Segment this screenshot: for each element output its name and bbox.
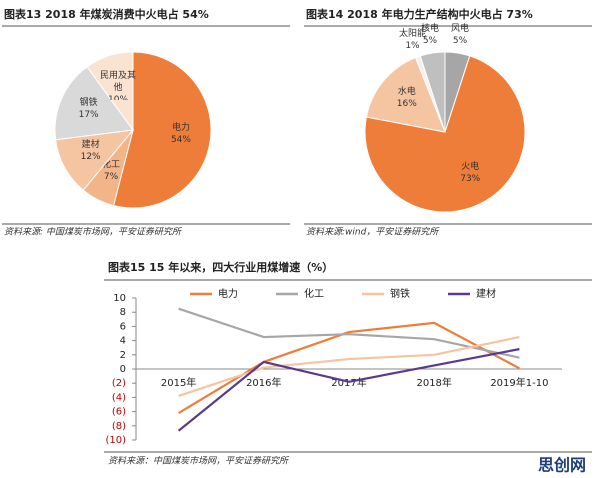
slice-name: 化工 <box>102 160 121 171</box>
y-tick-label: (4) <box>112 392 126 403</box>
legend-label: 建材 <box>476 287 496 300</box>
y-tick-label: 10 <box>113 293 126 304</box>
x-tick-label: 2018年 <box>416 376 451 389</box>
slice-value: 1% <box>405 40 420 51</box>
slice-name: 水电 <box>397 87 416 98</box>
chart-title: 图表14 2018 年电力生产结构中火电占 73% <box>306 7 533 21</box>
y-tick-label: (6) <box>112 407 126 418</box>
slice-label-box: 太阳能 1% <box>392 28 432 52</box>
slice-value: 54% <box>170 135 191 146</box>
slice-label-box: 化工 7% <box>91 159 131 183</box>
slice-name: 核电 <box>420 24 439 35</box>
series-line <box>178 335 520 398</box>
slice-value: 5% <box>452 36 468 47</box>
slice-value: 12% <box>80 152 101 163</box>
slice-value: 17% <box>78 109 99 120</box>
chart-title: 图表15 15 年以来，四大行业用煤增速（%） <box>108 260 333 274</box>
slice-name: 电力 <box>171 123 190 134</box>
pie-slice <box>112 51 212 209</box>
chart-title: 图表13 2018 年煤炭消费中火电占 54% <box>4 7 209 21</box>
slice-value: 73% <box>460 173 481 184</box>
y-tick-label: (2) <box>112 378 126 389</box>
x-tick-label: 2019年1-10 <box>490 376 548 389</box>
slice-name: 民用及其他 <box>100 71 137 93</box>
series-line <box>177 348 520 432</box>
slice-label: 化工7% <box>91 159 131 183</box>
y-tick-label: (8) <box>112 421 126 432</box>
slice-name: 钢铁 <box>79 97 98 108</box>
slice-value: 16% <box>396 99 417 110</box>
pie-slice <box>86 51 134 132</box>
slice-label-box: 建材 12% <box>71 139 111 163</box>
source-note: 资料来源：中国煤炭市场网，平安证券研究所 <box>108 456 290 467</box>
series-line <box>178 307 520 359</box>
slice-name: 风电 <box>451 24 470 35</box>
pie-slice <box>419 51 446 133</box>
slice-label-box: 水电 16% <box>387 86 427 110</box>
y-tick-label: 0 <box>120 364 126 375</box>
y-tick-label: 6 <box>120 321 126 332</box>
slice-label-box: 风电 5% <box>440 23 480 47</box>
y-tick-label: (10) <box>105 435 126 446</box>
slice-label: 风电5% <box>440 23 480 47</box>
source-note: 资料来源:wind，平安证券研究所 <box>306 227 440 238</box>
y-tick-label: 8 <box>120 307 126 318</box>
x-tick-label: 2016年 <box>246 376 281 389</box>
source-note: 资料来源: 中国煤炭市场网，平安证券研究所 <box>4 227 183 238</box>
legend-label: 电力 <box>218 287 238 300</box>
slice-label: 民用及其他 10% <box>98 70 138 100</box>
slice-name: 火电 <box>461 161 480 172</box>
pie-slice <box>54 66 134 141</box>
y-tick-label: 2 <box>120 350 126 361</box>
legend-label: 钢铁 <box>390 287 410 300</box>
series-line <box>178 321 520 414</box>
slice-label-box: 火电 73% <box>450 161 490 185</box>
slice-name: 建材 <box>81 140 100 151</box>
y-tick-label: 4 <box>120 336 126 347</box>
slice-value: 7% <box>103 172 119 183</box>
slice-label-box: 电力 54% <box>161 122 201 146</box>
slice-label-box: 钢铁 17% <box>69 97 109 121</box>
slice-value: 5% <box>422 36 438 47</box>
pie-slice <box>364 55 526 213</box>
legend-label: 化工 <box>304 287 324 300</box>
slice-label-box: 核电 5% <box>410 23 450 47</box>
slice-value: 10% <box>108 95 129 100</box>
watermark: 思创网 <box>538 456 586 475</box>
x-tick-label: 2015年 <box>161 376 196 389</box>
slice-name: 太阳能 <box>398 28 426 39</box>
slice-label-box: 民用及其他 10% <box>98 70 138 100</box>
pie-slice <box>365 56 446 133</box>
slice-label: 核电5% <box>410 23 450 47</box>
